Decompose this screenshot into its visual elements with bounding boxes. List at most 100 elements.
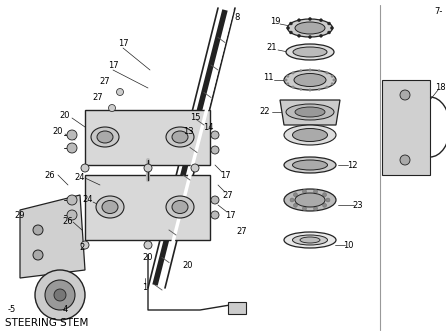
- Circle shape: [300, 69, 302, 72]
- Circle shape: [287, 82, 289, 85]
- Text: 13: 13: [183, 128, 193, 137]
- Text: -5: -5: [8, 306, 16, 315]
- Ellipse shape: [97, 131, 113, 143]
- Ellipse shape: [288, 19, 333, 37]
- Ellipse shape: [166, 127, 194, 147]
- Circle shape: [327, 31, 330, 34]
- Text: 15: 15: [190, 114, 200, 123]
- Ellipse shape: [284, 157, 336, 173]
- Circle shape: [81, 164, 89, 172]
- Ellipse shape: [293, 129, 327, 142]
- Circle shape: [333, 79, 335, 81]
- Circle shape: [289, 22, 293, 25]
- Text: STEERING STEM: STEERING STEM: [5, 318, 88, 328]
- Text: 20: 20: [143, 254, 153, 263]
- Circle shape: [318, 88, 320, 91]
- Polygon shape: [280, 100, 340, 125]
- Circle shape: [54, 289, 66, 301]
- Circle shape: [300, 88, 302, 91]
- Ellipse shape: [102, 200, 118, 213]
- Circle shape: [290, 198, 294, 202]
- Ellipse shape: [293, 235, 327, 245]
- Circle shape: [293, 193, 297, 197]
- Circle shape: [33, 225, 43, 235]
- Ellipse shape: [293, 160, 327, 170]
- Circle shape: [285, 79, 287, 81]
- Circle shape: [35, 270, 85, 320]
- Polygon shape: [85, 110, 210, 165]
- Circle shape: [309, 17, 311, 20]
- Text: 4: 4: [62, 306, 68, 315]
- Circle shape: [314, 189, 318, 193]
- Circle shape: [293, 203, 297, 207]
- Text: 27: 27: [100, 77, 110, 87]
- Text: 17: 17: [225, 210, 235, 219]
- Ellipse shape: [300, 237, 320, 243]
- Text: 20: 20: [60, 111, 70, 120]
- Circle shape: [318, 69, 320, 72]
- Circle shape: [108, 105, 116, 112]
- Circle shape: [67, 210, 77, 220]
- Bar: [228, 302, 246, 314]
- Text: 8: 8: [234, 13, 240, 22]
- Polygon shape: [382, 80, 430, 175]
- Ellipse shape: [91, 127, 119, 147]
- Circle shape: [211, 131, 219, 139]
- Circle shape: [297, 34, 301, 37]
- Polygon shape: [20, 195, 85, 278]
- Text: 12: 12: [347, 161, 357, 169]
- Ellipse shape: [284, 70, 336, 90]
- Ellipse shape: [286, 44, 334, 60]
- Circle shape: [289, 31, 293, 34]
- Text: 14: 14: [203, 124, 213, 133]
- Ellipse shape: [294, 73, 326, 87]
- Text: 11: 11: [263, 73, 273, 82]
- Text: 24: 24: [83, 195, 93, 204]
- Circle shape: [322, 193, 326, 197]
- Ellipse shape: [295, 22, 325, 34]
- Circle shape: [326, 72, 328, 74]
- Circle shape: [331, 82, 333, 85]
- Circle shape: [319, 34, 322, 37]
- Text: 27: 27: [93, 94, 103, 103]
- Text: 21: 21: [267, 43, 277, 52]
- Ellipse shape: [284, 125, 336, 145]
- Circle shape: [292, 72, 294, 74]
- Circle shape: [400, 155, 410, 165]
- Ellipse shape: [166, 196, 194, 218]
- Text: 24: 24: [75, 173, 85, 182]
- Circle shape: [326, 86, 328, 88]
- Circle shape: [67, 130, 77, 140]
- Circle shape: [33, 250, 43, 260]
- Circle shape: [309, 89, 311, 91]
- Text: 17: 17: [220, 170, 230, 179]
- Text: 26: 26: [63, 217, 73, 226]
- Ellipse shape: [284, 232, 336, 248]
- Circle shape: [211, 146, 219, 154]
- Ellipse shape: [286, 104, 334, 120]
- Text: 7-: 7-: [434, 7, 442, 16]
- Text: 27: 27: [223, 190, 233, 199]
- Circle shape: [144, 164, 152, 172]
- Circle shape: [67, 143, 77, 153]
- Circle shape: [287, 75, 289, 77]
- Ellipse shape: [172, 131, 188, 143]
- Circle shape: [45, 280, 75, 310]
- Circle shape: [322, 203, 326, 207]
- Text: 2: 2: [79, 243, 85, 253]
- Text: 19: 19: [270, 17, 280, 26]
- Ellipse shape: [172, 200, 188, 213]
- Circle shape: [326, 198, 330, 202]
- Text: 20: 20: [53, 128, 63, 137]
- Circle shape: [330, 26, 334, 29]
- Circle shape: [144, 241, 152, 249]
- Circle shape: [191, 164, 199, 172]
- Text: 17: 17: [118, 38, 128, 47]
- Circle shape: [302, 206, 306, 210]
- Circle shape: [314, 206, 318, 210]
- Ellipse shape: [293, 47, 327, 57]
- Circle shape: [67, 195, 77, 205]
- Text: 26: 26: [45, 170, 55, 179]
- Text: 1: 1: [142, 284, 148, 293]
- Circle shape: [302, 189, 306, 193]
